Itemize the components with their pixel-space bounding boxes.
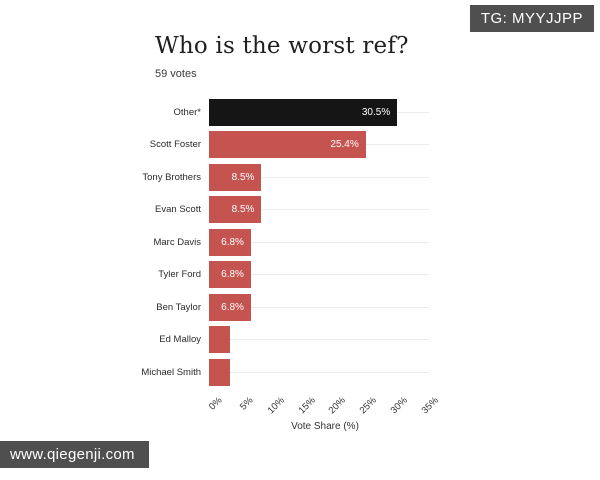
chart-subtitle: 59 votes <box>155 67 197 80</box>
bar-row: Michael Smith <box>141 358 475 386</box>
row-gridline <box>209 176 429 178</box>
category-label: Marc Davis <box>153 236 201 248</box>
bar-row: Ben Taylor 6.8% <box>145 293 475 321</box>
x-tick-label: 25% <box>357 395 380 417</box>
x-tick-label: 10% <box>265 395 287 417</box>
x-tick-label: 5% <box>238 395 256 413</box>
category-label: Tyler Ford <box>158 269 201 281</box>
bar-track: 8.5% <box>209 196 429 224</box>
category-label: Other* <box>173 106 201 118</box>
bar-row: Tyler Ford 6.8% <box>145 261 475 289</box>
category-label: Scott Foster <box>149 139 201 151</box>
x-tick-label: 20% <box>326 395 349 417</box>
x-tick-label: 35% <box>419 395 441 417</box>
bar-track: 6.8% <box>209 293 429 321</box>
category-label: Ben Taylor <box>156 301 201 313</box>
value-label: 30.5% <box>361 106 391 118</box>
category-label: Ed Malloy <box>159 334 201 346</box>
bar-track: 8.5% <box>209 163 429 191</box>
bar-row: Ed Malloy <box>145 326 475 354</box>
bar-row: Other* 30.5% <box>145 98 475 126</box>
x-axis-title: Vote Share (%) <box>291 421 359 433</box>
value-label: 8.5% <box>231 204 255 216</box>
plot-area: Other* 30.5% Scott Foster 25.4% Tony Brother… <box>141 98 475 386</box>
telegram-badge: TG: MYYJJPP <box>469 5 594 32</box>
bar-track: 25.4% <box>209 131 429 159</box>
value-label: 6.8% <box>221 301 244 313</box>
value-label: 6.8% <box>221 269 244 281</box>
bar <box>209 326 230 354</box>
bar-track: 30.5% <box>209 98 429 126</box>
category-label: Evan Scott <box>155 204 201 216</box>
category-label: Tony Brothers <box>142 171 201 183</box>
bar: 6.8% <box>209 261 251 289</box>
chart-title: Who is the worst ref? <box>155 33 409 59</box>
row-gridline <box>209 274 429 276</box>
bar-track <box>209 326 429 354</box>
row-gridline <box>209 209 429 211</box>
x-tick-label: 30% <box>388 395 410 417</box>
row-gridline <box>209 306 429 308</box>
bar-row: Scott Foster 25.4% <box>145 131 475 159</box>
bar <box>209 358 230 386</box>
bar-track: 6.8% <box>209 228 429 256</box>
bar-track: 6.8% <box>209 261 429 289</box>
bar: 8.5% <box>209 196 262 224</box>
row-gridline <box>209 339 429 341</box>
bar: 30.5% <box>209 98 398 126</box>
value-label: 6.8% <box>221 236 244 248</box>
value-label: 25.4% <box>330 139 359 151</box>
value-label: 8.5% <box>231 171 255 183</box>
x-tick-label: 15% <box>296 395 318 417</box>
category-label: Michael Smith <box>141 366 201 378</box>
watermark: www.qiegenji.com <box>0 441 149 468</box>
bar: 6.8% <box>209 228 251 256</box>
bar-track <box>209 358 429 386</box>
bar-row: Tony Brothers 8.5% <box>142 163 475 191</box>
bar-row: Marc Davis 6.8% <box>145 228 475 256</box>
bar-chart: Who is the worst ref? 59 votes Other* 30.… <box>141 33 475 433</box>
bar: 25.4% <box>209 131 366 159</box>
row-gridline <box>209 371 429 373</box>
x-axis: 0% 5% 10% 15% 20% 25% 30% 35% <box>207 391 440 419</box>
x-tick-label: 0% <box>207 395 225 413</box>
bar: 6.8% <box>209 293 251 321</box>
bar-row: Evan Scott 8.5% <box>145 196 475 224</box>
bar: 8.5% <box>209 163 262 191</box>
row-gridline <box>209 241 429 243</box>
